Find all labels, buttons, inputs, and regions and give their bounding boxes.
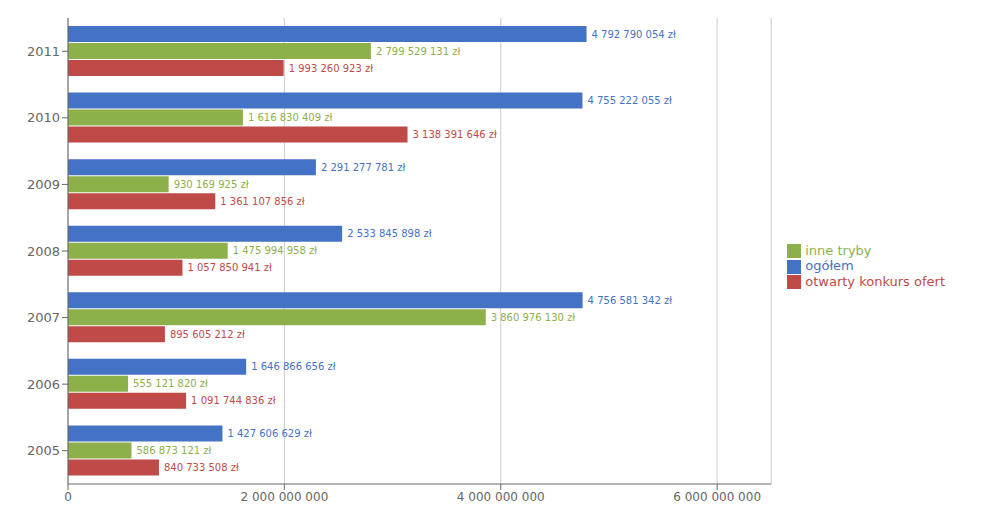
svg-text:2009: 2009 — [27, 177, 60, 192]
svg-text:2 291 277 781 zł: 2 291 277 781 zł — [321, 162, 406, 173]
svg-text:2 000 000 000: 2 000 000 000 — [240, 490, 328, 504]
svg-text:586 873 121 zł: 586 873 121 zł — [136, 445, 211, 456]
svg-text:1 091 744 836 zł: 1 091 744 836 zł — [191, 395, 276, 406]
html-text:otwarty konkurs ofert: otwarty konkurs ofert — [805, 273, 945, 289]
svg-text:2005: 2005 — [27, 443, 60, 458]
svg-text:2006: 2006 — [27, 377, 60, 392]
svg-text:0: 0 — [64, 490, 72, 504]
svg-text:3 138 391 646 zł: 3 138 391 646 zł — [413, 129, 498, 140]
svg-text:4 756 581 342 zł: 4 756 581 342 zł — [588, 295, 673, 306]
svg-text:2 533 845 898 zł: 2 533 845 898 zł — [347, 228, 432, 239]
svg-text:1 646 866 656 zł: 1 646 866 656 zł — [251, 361, 336, 372]
svg-text:555 121 820 zł: 555 121 820 zł — [133, 378, 208, 389]
svg-text:2011: 2011 — [27, 44, 60, 59]
svg-text:3 860 976 130 zł: 3 860 976 130 zł — [491, 312, 576, 323]
svg-text:1 427 606 629 zł: 1 427 606 629 zł — [227, 428, 312, 439]
svg-text:1 616 830 409 zł: 1 616 830 409 zł — [248, 112, 333, 123]
svg-text:1 475 994 958 zł: 1 475 994 958 zł — [233, 245, 318, 256]
svg-text:930 169 925 zł: 930 169 925 zł — [174, 179, 249, 190]
svg-text:1 993 260 923 zł: 1 993 260 923 zł — [289, 63, 374, 74]
svg-text:1 057 850 941 zł: 1 057 850 941 zł — [187, 262, 272, 273]
svg-text:4 792 790 054 zł: 4 792 790 054 zł — [592, 29, 677, 40]
svg-text:2007: 2007 — [27, 310, 60, 325]
svg-text:4 000 000 000: 4 000 000 000 — [457, 490, 545, 504]
svg-text:6 000 000 000: 6 000 000 000 — [673, 490, 761, 504]
svg-text:1 361 107 856 zł: 1 361 107 856 zł — [220, 196, 305, 207]
html-text:ogółem: ogółem — [805, 258, 854, 274]
svg-text:2008: 2008 — [27, 244, 60, 259]
svg-text:4 755 222 055 zł: 4 755 222 055 zł — [587, 95, 672, 106]
svg-text:2010: 2010 — [27, 110, 60, 125]
svg-text:840 733 508 zł: 840 733 508 zł — [164, 462, 239, 473]
svg-text:895 605 212 zł: 895 605 212 zł — [170, 329, 245, 340]
svg-text:2 799 529 131 zł: 2 799 529 131 zł — [376, 46, 461, 57]
html-text:inne tryby: inne tryby — [805, 242, 872, 258]
